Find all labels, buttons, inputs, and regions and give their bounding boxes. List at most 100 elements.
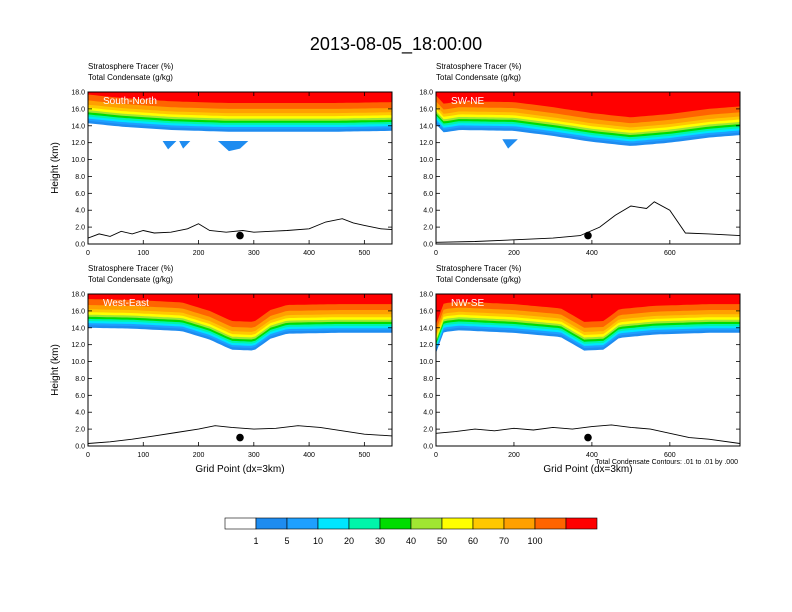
plot-area [436,294,740,446]
y-tick-label: 12.0 [419,140,433,147]
colorbar-label: 1 [253,536,258,546]
y-tick-label: 6.0 [75,393,85,400]
x-tick-label: 0 [434,452,438,459]
colorbar-label: 30 [375,536,385,546]
panel-header-tracer: Stratosphere Tracer (%) [88,264,174,273]
tracer-patch-2 [162,141,177,150]
panel-header-condensate: Total Condensate (g/kg) [88,73,173,82]
colorbar-label: 20 [344,536,354,546]
y-tick-label: 16.0 [419,106,433,113]
x-tick-label: 200 [508,250,520,257]
y-axis-label: Height (km) [50,142,61,194]
colorbar-swatch-4 [317,517,350,530]
x-tick-label: 500 [359,452,371,459]
x-tick-label: 300 [248,452,260,459]
x-tick-label: 600 [664,452,676,459]
plot-frame [435,91,741,245]
panel-header-condensate: Total Condensate (g/kg) [88,275,173,284]
panel-p3: Stratosphere Tracer (%) Total Condensate … [50,264,393,475]
x-tick-label: 400 [586,250,598,257]
tracer-band-11 [88,92,392,103]
panel-label: South-North [103,96,157,107]
y-tick-label: 18.0 [71,90,85,97]
colorbar-label: 5 [284,536,289,546]
x-tick-label: 0 [86,452,90,459]
y-tick-label: 8.0 [423,376,433,383]
x-axis-label: Grid Point (dx=3km) [543,464,632,475]
terrain-line [88,218,392,239]
panel-p1: Stratosphere Tracer (%) Total Condensate … [50,62,393,257]
tracer-band-11 [436,92,740,118]
tracer-band-11 [88,294,392,322]
colorbar-swatch-6 [379,517,412,530]
colorbar-label: 70 [499,536,509,546]
x-tick-label: 200 [508,452,520,459]
plot-area [88,294,392,446]
y-tick-label: 12.0 [71,140,85,147]
colorbar-swatch-8 [441,517,474,530]
colorbar-swatch-3 [286,517,319,530]
y-tick-label: 18.0 [419,292,433,299]
colorbar-swatch-11 [534,517,567,530]
colorbar-swatch-2 [255,517,288,530]
x-axis-label: Grid Point (dx=3km) [195,464,284,475]
panel-header-condensate: Total Condensate (g/kg) [436,73,521,82]
y-tick-label: 14.0 [419,325,433,332]
x-tick-label: 100 [137,452,149,459]
y-tick-label: 18.0 [71,292,85,299]
y-tick-label: 6.0 [75,191,85,198]
y-axis-label: Height (km) [50,344,61,396]
y-tick-label: 10.0 [419,359,433,366]
y-tick-label: 4.0 [423,410,433,417]
colorbar-swatch-10 [503,517,536,530]
panel-label: West-East [103,298,149,309]
plot-frame [87,293,393,447]
y-tick-label: 16.0 [71,106,85,113]
y-tick-label: 18.0 [419,90,433,97]
plot-frame [87,91,393,245]
y-tick-label: 0.0 [75,242,85,249]
y-tick-label: 0.0 [423,444,433,451]
plot-area [436,92,740,244]
y-tick-label: 16.0 [419,308,433,315]
tracer-patch-1 [217,141,249,152]
colorbar-label: 50 [437,536,447,546]
terrain-line [436,201,740,243]
panel-header-tracer: Stratosphere Tracer (%) [436,264,522,273]
panels: Stratosphere Tracer (%) Total Condensate … [50,62,741,475]
location-marker [584,433,592,442]
x-tick-label: 100 [137,250,149,257]
terrain-line [88,425,392,444]
y-tick-label: 4.0 [423,208,433,215]
y-tick-label: 8.0 [75,174,85,181]
x-tick-label: 600 [664,250,676,257]
figure-title: 2013-08-05_18:00:00 [310,34,482,55]
location-marker [236,231,244,240]
y-tick-label: 0.0 [75,444,85,451]
y-tick-label: 14.0 [71,325,85,332]
location-marker [584,231,592,240]
colorbar: 1 5 10 20 30 40 50 60 70 100 [224,517,598,546]
panel-header-condensate: Total Condensate (g/kg) [436,275,521,284]
y-tick-label: 2.0 [423,427,433,434]
panel-p2: Stratosphere Tracer (%) Total Condensate … [419,62,741,257]
terrain-line [436,424,740,444]
y-tick-label: 16.0 [71,308,85,315]
y-tick-label: 12.0 [71,342,85,349]
tracer-patch-3 [179,141,191,149]
colorbar-swatch-5 [348,517,381,530]
colorbar-swatch-1 [224,517,257,530]
x-tick-label: 400 [303,452,315,459]
y-tick-label: 2.0 [423,225,433,232]
y-tick-label: 14.0 [419,123,433,130]
colorbar-swatch-7 [410,517,443,530]
x-tick-label: 400 [303,250,315,257]
contour-footnote: Total Condensate Contours: .01 to .01 by… [595,459,738,466]
y-tick-label: 14.0 [71,123,85,130]
x-tick-label: 200 [193,250,205,257]
y-tick-label: 6.0 [423,191,433,198]
plot-area [88,92,392,244]
y-tick-label: 8.0 [75,376,85,383]
